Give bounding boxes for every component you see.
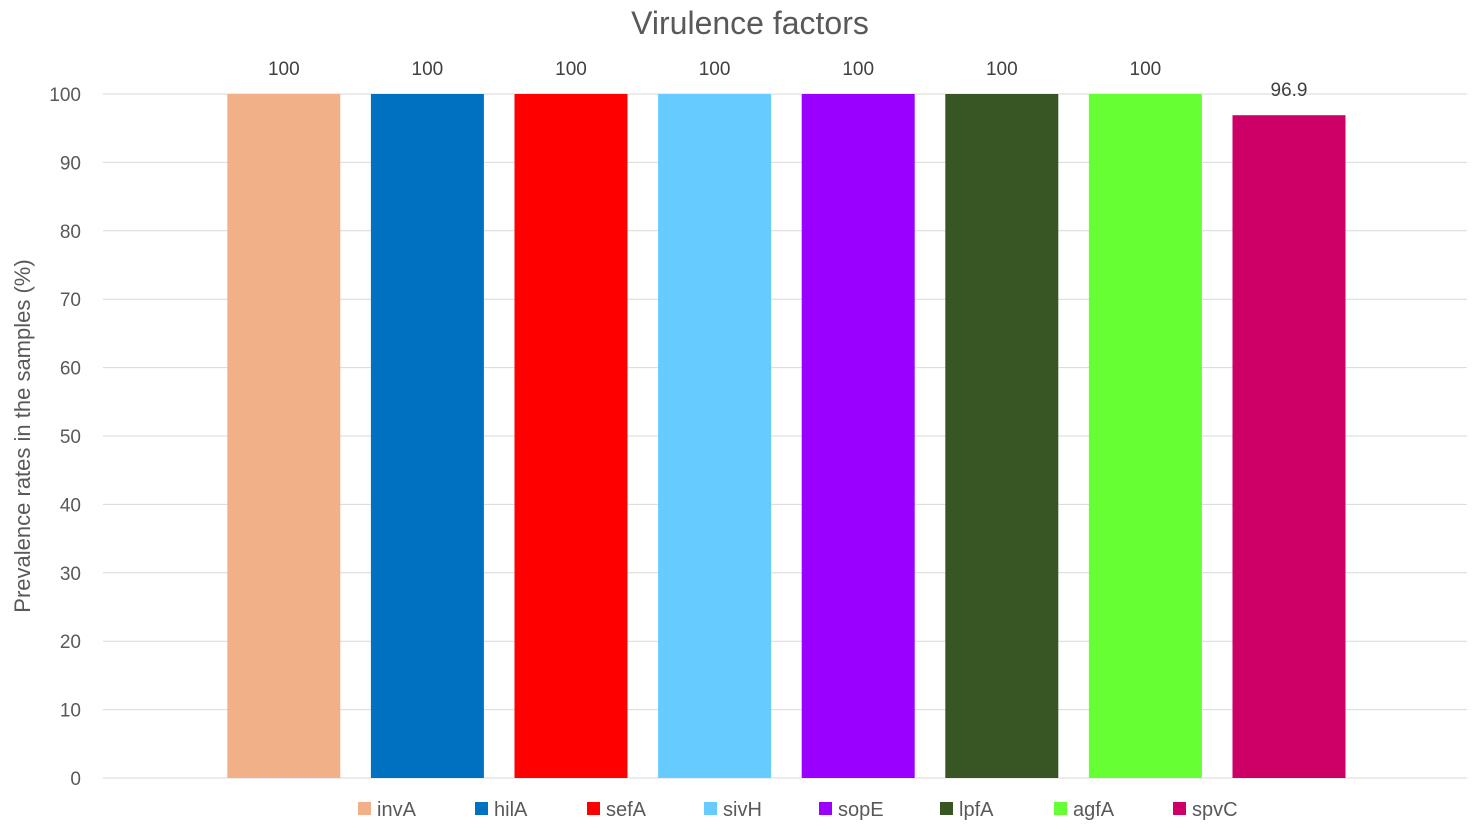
y-tick-label: 90: [60, 153, 81, 174]
bar-sopE: [801, 94, 915, 778]
data-label-spvC: 96.9: [1271, 80, 1308, 101]
y-tick-label: 30: [60, 564, 81, 585]
y-tick-label: 60: [60, 359, 81, 380]
legend-swatch-spvC: [1173, 802, 1186, 815]
data-label-invA: 100: [268, 59, 300, 80]
y-tick-label: 50: [60, 427, 81, 448]
legend-label-sefA: sefA: [606, 799, 647, 821]
bar-invA: [227, 94, 341, 778]
legend-swatch-sopE: [819, 802, 832, 815]
data-label-agfA: 100: [1130, 59, 1162, 80]
y-tick-label: 70: [60, 290, 81, 311]
legend-label-sopE: sopE: [838, 799, 884, 821]
legend-label-lpfA: lpfA: [959, 799, 994, 821]
legend-label-sivH: sivH: [723, 799, 762, 821]
legend-swatch-sivH: [704, 802, 717, 815]
y-tick-label: 0: [70, 769, 81, 790]
data-label-sopE: 100: [842, 59, 874, 80]
legend-swatch-lpfA: [940, 802, 953, 815]
legend-label-agfA: agfA: [1073, 799, 1115, 821]
y-tick-label: 80: [60, 222, 81, 243]
data-label-lpfA: 100: [986, 59, 1018, 80]
y-tick-label: 40: [60, 495, 81, 516]
legend-swatch-agfA: [1054, 802, 1067, 815]
legend-label-spvC: spvC: [1192, 799, 1238, 821]
bar-spvC: [1232, 115, 1346, 779]
bar-hilA: [370, 94, 484, 778]
legend-label-invA: invA: [377, 799, 417, 821]
data-label-sivH: 100: [699, 59, 731, 80]
y-axis-ticks: 0 10 20 30 40 50 60 70 80 90 100: [49, 85, 81, 790]
data-label-sefA: 100: [555, 59, 587, 80]
bar-lpfA: [945, 94, 1059, 778]
data-labels: 100 100 100 100 100 100 100 96.9: [268, 59, 1308, 101]
legend-swatch-hilA: [475, 802, 488, 815]
legend: invA hilA sefA sivH sopE lpfA agfA spvC: [358, 799, 1238, 821]
y-tick-label: 10: [60, 701, 81, 722]
legend-label-hilA: hilA: [494, 799, 528, 821]
chart-title: Virulence factors: [631, 5, 869, 41]
bar-sivH: [658, 94, 772, 778]
bar-sefA: [514, 94, 628, 778]
bars: [227, 94, 1346, 779]
data-label-hilA: 100: [412, 59, 444, 80]
y-tick-label: 20: [60, 632, 81, 653]
y-axis-label: Prevalence rates in the samples (%): [10, 259, 35, 612]
legend-swatch-sefA: [587, 802, 600, 815]
y-tick-label: 100: [49, 85, 81, 106]
bar-agfA: [1088, 94, 1202, 778]
legend-swatch-invA: [358, 802, 371, 815]
